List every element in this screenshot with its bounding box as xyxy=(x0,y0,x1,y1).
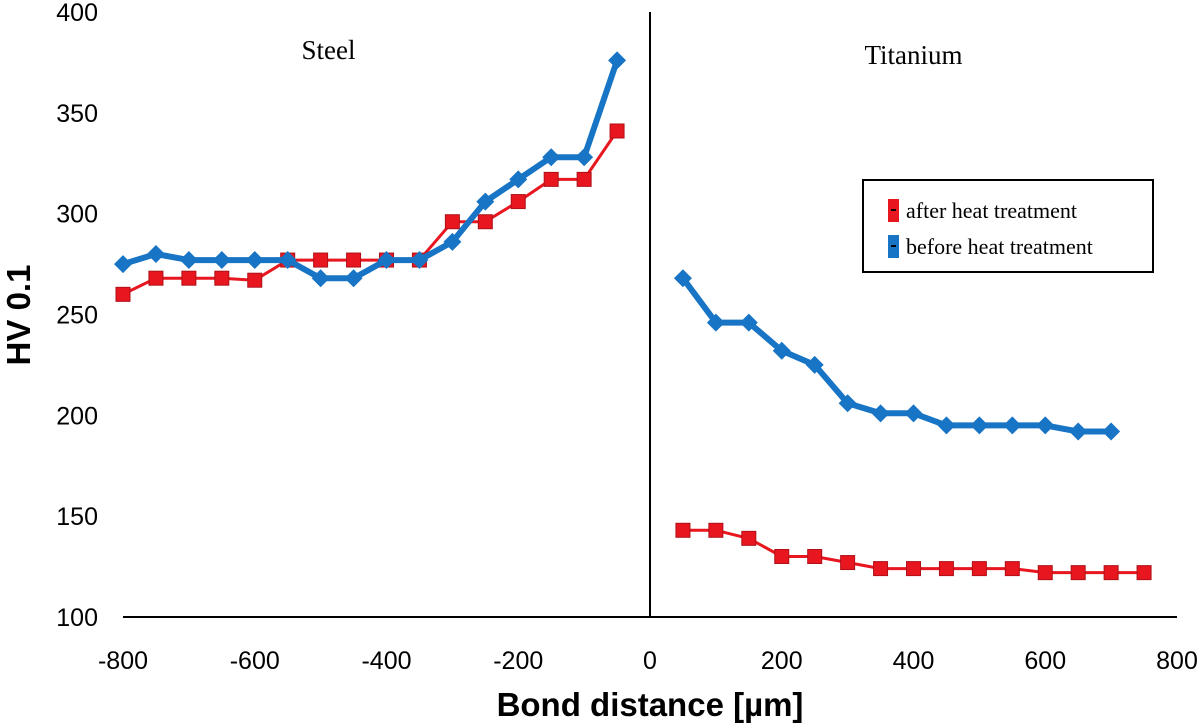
data-point-before xyxy=(542,148,561,167)
x-tick-label: 200 xyxy=(761,647,803,675)
data-point-after xyxy=(313,252,329,268)
data-point-before xyxy=(114,255,132,274)
data-point-after xyxy=(840,555,856,571)
y-tick-label: 400 xyxy=(56,0,98,27)
data-point-after xyxy=(148,270,164,286)
x-tick-label: -200 xyxy=(493,647,543,675)
data-point-after xyxy=(807,549,823,564)
legend-box xyxy=(862,179,1154,273)
data-point-before xyxy=(344,269,363,288)
series-line xyxy=(679,275,1115,435)
x-tick-label: -400 xyxy=(361,647,411,675)
data-point-before xyxy=(739,313,758,332)
data-point-after xyxy=(708,522,724,538)
data-point-after xyxy=(346,252,362,268)
y-tick-label: 250 xyxy=(56,302,98,330)
data-point-after xyxy=(1136,565,1152,581)
region-label-titanium: Titanium xyxy=(864,40,962,70)
data-point-before xyxy=(772,341,791,360)
legend: after heat treatment before heat treatme… xyxy=(862,179,1154,273)
series-line xyxy=(120,57,621,282)
x-tick-label: 600 xyxy=(1024,647,1066,675)
data-point-before xyxy=(410,251,429,270)
data-point-before xyxy=(146,245,165,263)
data-point-before xyxy=(377,251,396,270)
y-tick-label: 200 xyxy=(56,402,98,430)
legend-label-before: before heat treatment xyxy=(906,234,1093,259)
data-point-before xyxy=(1102,422,1121,441)
data-point-before xyxy=(706,313,725,332)
data-point-after xyxy=(576,171,592,187)
x-tick-label: -800 xyxy=(98,647,148,675)
data-point-before xyxy=(1069,422,1088,441)
data-point-after xyxy=(741,530,757,546)
data-point-after xyxy=(971,561,987,577)
data-point-after xyxy=(1004,561,1020,577)
data-point-before xyxy=(575,148,594,167)
data-point-after xyxy=(214,270,230,286)
x-tick-label: 400 xyxy=(893,647,935,675)
data-point-before xyxy=(937,416,956,435)
data-point-after xyxy=(181,270,197,286)
data-point-after xyxy=(938,561,954,577)
data-point-before xyxy=(970,416,989,435)
data-point-after xyxy=(510,194,526,210)
data-point-before xyxy=(838,394,857,413)
data-point-after xyxy=(247,272,263,288)
x-tick-label: 800 xyxy=(1156,647,1198,675)
data-point-before xyxy=(871,404,890,423)
y-tick-label: 350 xyxy=(56,100,98,128)
data-point-before xyxy=(805,355,824,374)
data-point-before xyxy=(212,251,231,270)
data-point-before xyxy=(673,269,692,288)
data-point-after xyxy=(477,214,493,230)
data-point-after xyxy=(774,549,790,564)
data-point-after xyxy=(1103,565,1119,581)
data-point-before xyxy=(443,232,462,251)
data-point-after xyxy=(1070,565,1086,581)
x-axis-title: Bond distance [µm] xyxy=(497,686,804,723)
data-point-before xyxy=(904,404,923,423)
data-point-before xyxy=(1036,416,1055,435)
data-point-before xyxy=(608,51,627,70)
data-point-after xyxy=(675,522,691,538)
y-tick-label: 150 xyxy=(56,503,98,531)
data-point-after xyxy=(1037,565,1053,581)
data-point-after xyxy=(543,171,559,187)
data-point-before xyxy=(509,170,528,189)
x-tick-label: 0 xyxy=(643,647,657,675)
region-label-steel: Steel xyxy=(302,35,356,65)
y-tick-label: 300 xyxy=(56,201,98,229)
x-tick-label: -600 xyxy=(230,647,280,675)
data-point-before xyxy=(1003,416,1022,435)
data-point-before xyxy=(311,269,330,288)
data-point-after xyxy=(873,561,889,577)
y-tick-label: 100 xyxy=(56,604,98,632)
legend-label-after: after heat treatment xyxy=(906,198,1077,223)
data-point-before xyxy=(278,251,297,270)
data-point-before xyxy=(245,251,264,270)
data-point-after xyxy=(609,123,625,139)
data-point-after xyxy=(906,561,921,577)
data-point-before xyxy=(179,251,198,270)
data-point-after xyxy=(444,214,460,230)
y-axis-title: HV 0.1 xyxy=(0,265,37,366)
series-line xyxy=(121,129,619,296)
data-point-before xyxy=(476,192,495,211)
data-point-after xyxy=(115,286,131,302)
